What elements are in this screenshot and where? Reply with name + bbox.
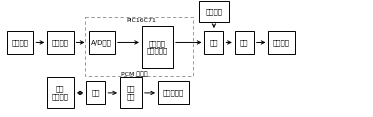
- Bar: [47, 31, 73, 54]
- Text: 或门: 或门: [92, 90, 100, 96]
- Bar: [142, 26, 173, 68]
- Text: A/D转换: A/D转换: [91, 39, 112, 46]
- Text: 门控: 门控: [210, 39, 218, 46]
- Text: 驱动: 驱动: [240, 39, 248, 46]
- Text: 电平调整: 电平调整: [52, 39, 69, 46]
- Bar: [47, 77, 74, 108]
- Bar: [235, 31, 254, 54]
- Bar: [7, 31, 33, 54]
- Text: 频率分频: 频率分频: [206, 8, 222, 15]
- Text: 红外
接收模块: 红外 接收模块: [52, 86, 69, 100]
- Bar: [120, 77, 142, 108]
- Bar: [199, 1, 229, 22]
- Text: 红外发射: 红外发射: [273, 39, 290, 46]
- Bar: [158, 81, 189, 104]
- Text: PIC16C71: PIC16C71: [126, 18, 156, 23]
- Text: PCM 调制器: PCM 调制器: [122, 71, 148, 77]
- Text: 心电放大: 心电放大: [12, 39, 29, 46]
- Bar: [204, 31, 223, 54]
- Bar: [86, 81, 105, 104]
- Bar: [88, 31, 115, 54]
- Bar: [85, 17, 193, 76]
- Text: 数据格式
变换与输出: 数据格式 变换与输出: [147, 40, 168, 54]
- Text: 电平
转换: 电平 转换: [127, 86, 135, 100]
- Bar: [269, 31, 295, 54]
- Text: 计算机系统: 计算机系统: [163, 90, 184, 96]
